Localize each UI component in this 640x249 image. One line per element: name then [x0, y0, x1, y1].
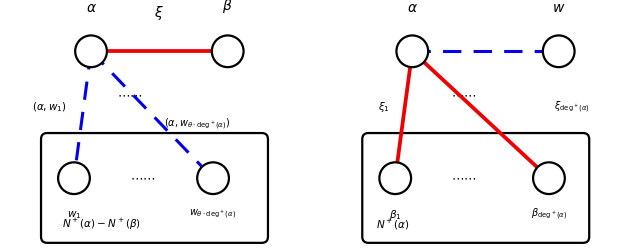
Text: $\cdots\cdots$: $\cdots\cdots$ [451, 172, 476, 185]
Text: $\cdots\cdots$: $\cdots\cdots$ [129, 172, 155, 185]
FancyBboxPatch shape [362, 133, 589, 243]
FancyBboxPatch shape [41, 133, 268, 243]
Text: $N^+(\alpha) - N^+(\beta)$: $N^+(\alpha) - N^+(\beta)$ [62, 217, 141, 232]
Text: $\xi_{\mathrm{deg}^+(\alpha)}$: $\xi_{\mathrm{deg}^+(\alpha)}$ [554, 100, 589, 115]
Circle shape [212, 35, 244, 67]
Circle shape [543, 35, 575, 67]
Text: $w$: $w$ [552, 1, 565, 15]
Circle shape [58, 162, 90, 194]
Text: $\beta$: $\beta$ [223, 0, 233, 15]
Text: $\xi_1$: $\xi_1$ [378, 100, 390, 115]
Circle shape [533, 162, 565, 194]
Text: $\cdots\cdots$: $\cdots\cdots$ [451, 89, 476, 102]
Text: $w_{\theta \cdot \mathrm{deg}^+(\alpha)}$: $w_{\theta \cdot \mathrm{deg}^+(\alpha)}… [189, 208, 237, 222]
Text: $\alpha$: $\alpha$ [407, 1, 418, 15]
Circle shape [396, 35, 428, 67]
Circle shape [75, 35, 107, 67]
Text: $\alpha$: $\alpha$ [86, 1, 97, 15]
Text: $w_1$: $w_1$ [67, 209, 81, 221]
Text: $N^+(\alpha)$: $N^+(\alpha)$ [376, 218, 410, 232]
Text: $(\alpha, w_1)$: $(\alpha, w_1)$ [33, 101, 67, 114]
Text: $\beta_1$: $\beta_1$ [389, 208, 401, 222]
Text: $\beta_{\mathrm{deg}^+(\alpha)}$: $\beta_{\mathrm{deg}^+(\alpha)}$ [531, 207, 567, 223]
Circle shape [380, 162, 411, 194]
Text: $\xi$: $\xi$ [154, 4, 164, 22]
Circle shape [197, 162, 229, 194]
Text: $(\alpha, w_{\theta \cdot \mathrm{deg}^+(\alpha)})$: $(\alpha, w_{\theta \cdot \mathrm{deg}^+… [164, 117, 230, 132]
Text: $\cdots\cdots$: $\cdots\cdots$ [117, 89, 143, 102]
